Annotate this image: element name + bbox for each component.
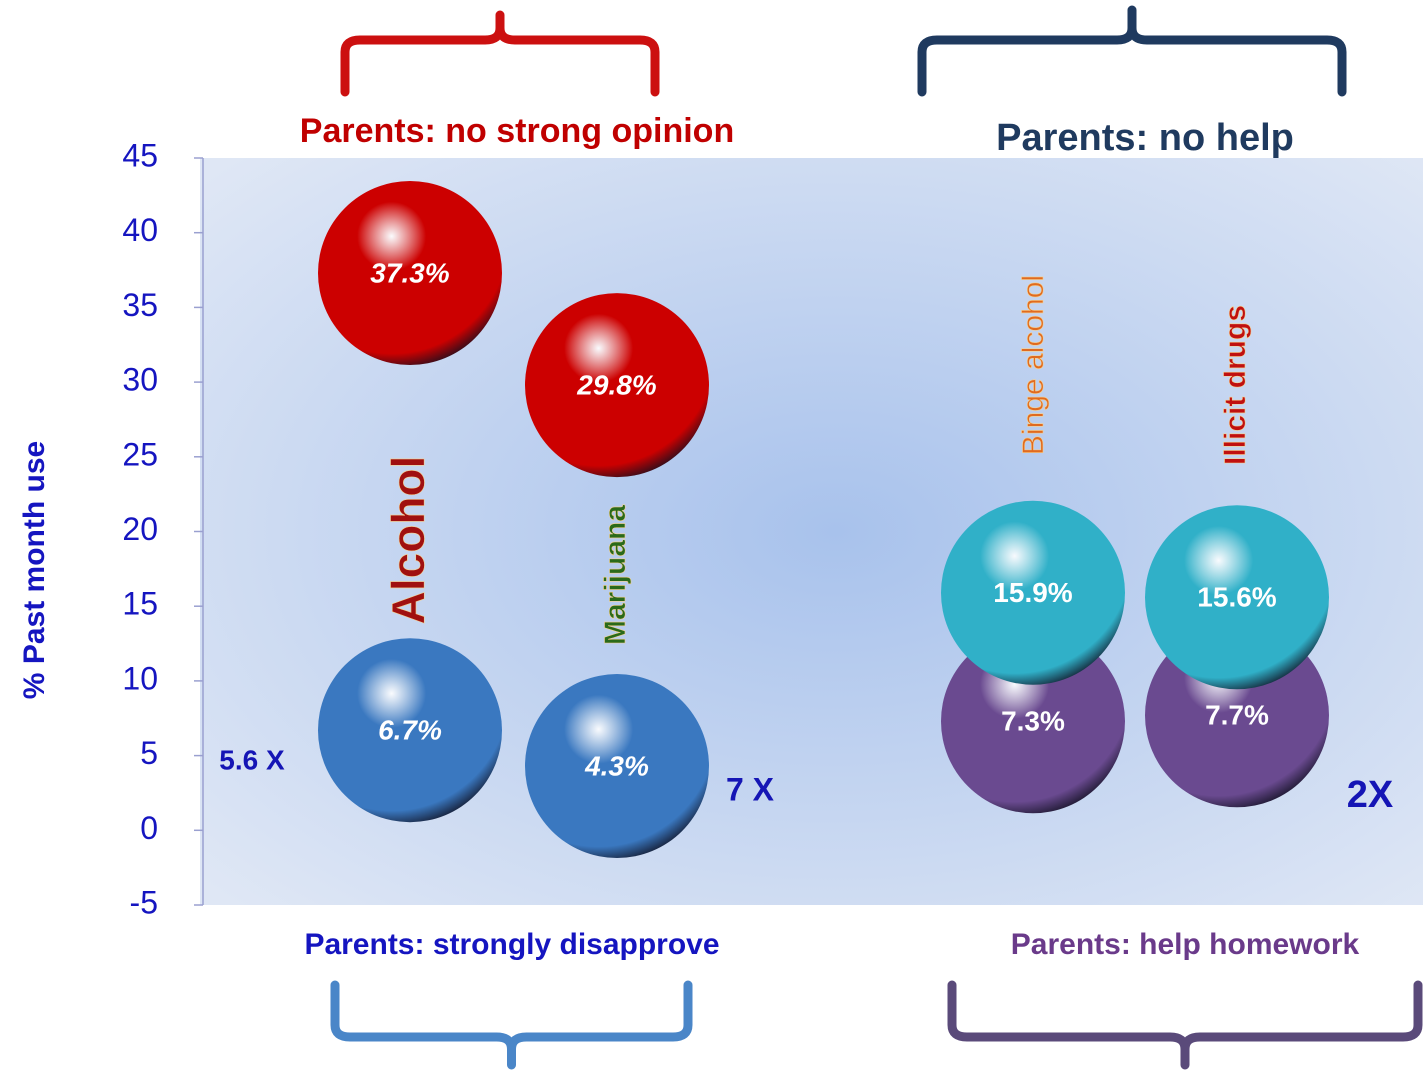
bracket bbox=[330, 980, 693, 1070]
data-label: 29.8% bbox=[576, 369, 656, 400]
annotation: 2X bbox=[1347, 774, 1394, 816]
category-label: Alcohol bbox=[382, 456, 434, 625]
bracket bbox=[917, 5, 1347, 97]
y-tick-label: 30 bbox=[122, 362, 158, 398]
bracket bbox=[340, 10, 660, 97]
y-tick-label: 40 bbox=[122, 212, 158, 248]
y-tick-label: 45 bbox=[122, 137, 158, 173]
y-tick-label: 15 bbox=[122, 586, 158, 622]
bracket bbox=[947, 980, 1423, 1070]
y-tick-label: 35 bbox=[122, 287, 158, 323]
legend-label: Parents: strongly disapprove bbox=[304, 928, 719, 961]
y-axis-label: % Past month use bbox=[18, 441, 51, 699]
data-label: 37.3% bbox=[370, 257, 449, 288]
bubble bbox=[941, 629, 1125, 814]
bubble bbox=[525, 674, 709, 859]
category-label: Binge alcohol bbox=[1017, 275, 1050, 455]
legend-label: Parents: no strong opinion bbox=[300, 112, 734, 150]
y-tick-label: 5 bbox=[140, 735, 158, 771]
y-tick-label: 20 bbox=[122, 511, 158, 547]
category-label: Marijuana bbox=[599, 505, 632, 645]
y-tick-label: 0 bbox=[140, 810, 158, 846]
y-tick-label: 10 bbox=[122, 660, 158, 696]
y-tick-label: 25 bbox=[122, 436, 158, 472]
bubble bbox=[318, 638, 502, 823]
data-label: 7.7% bbox=[1205, 700, 1269, 731]
data-label: 7.3% bbox=[1001, 706, 1065, 737]
annotation: 7 X bbox=[726, 771, 775, 807]
data-label: 15.9% bbox=[993, 577, 1072, 608]
data-label: 15.6% bbox=[1197, 582, 1276, 613]
bubble bbox=[941, 500, 1125, 685]
legend-label: Parents: help homework bbox=[1011, 928, 1360, 961]
bubble bbox=[318, 181, 502, 366]
data-label: 4.3% bbox=[584, 750, 649, 781]
y-tick-label: -5 bbox=[130, 884, 158, 920]
legend-label: Parents: no help bbox=[996, 117, 1294, 159]
data-label: 6.7% bbox=[378, 715, 442, 746]
bubble bbox=[525, 293, 709, 478]
category-label: Illicit drugs bbox=[1219, 305, 1252, 465]
annotation: 5.6 X bbox=[219, 744, 285, 775]
bubble bbox=[1145, 505, 1329, 690]
